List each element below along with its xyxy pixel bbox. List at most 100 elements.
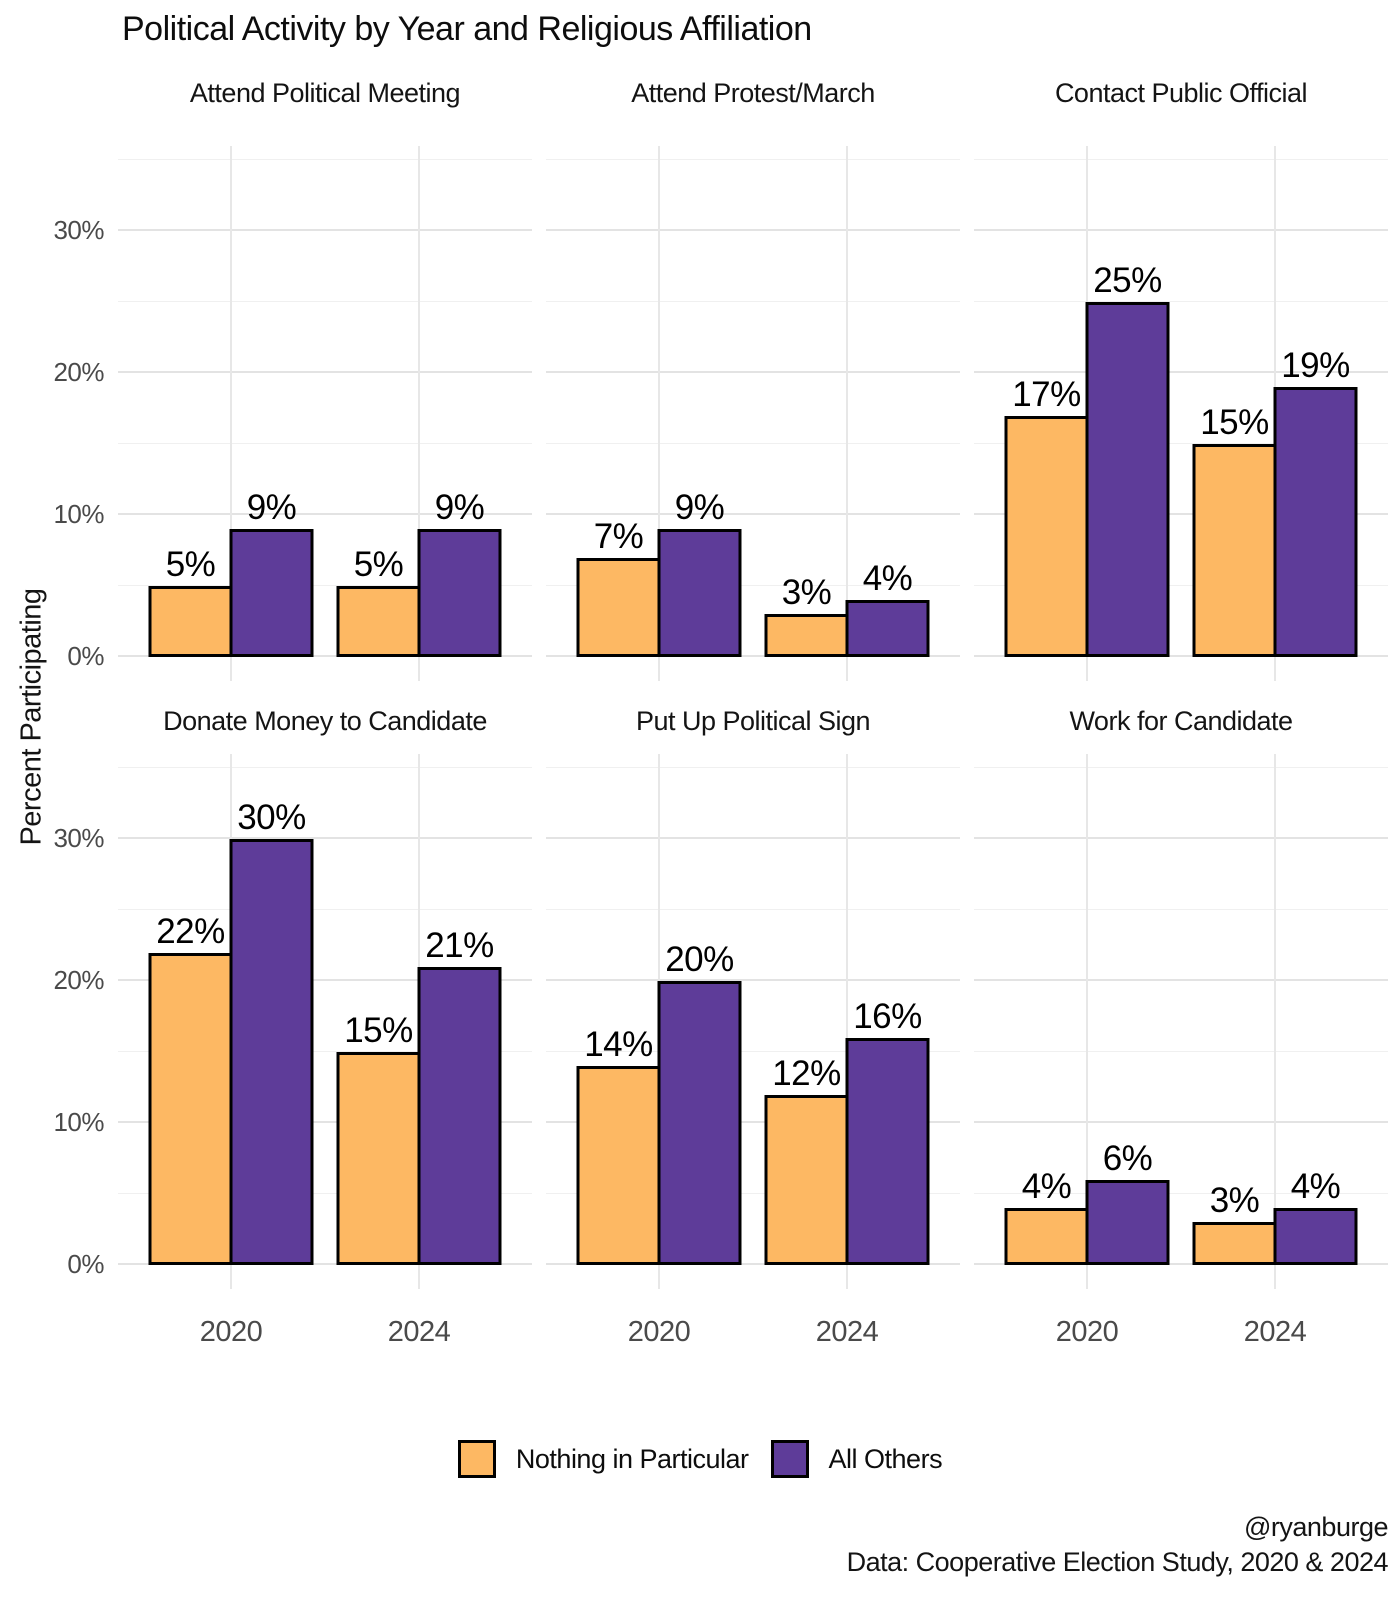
bar-group: 5% 9% [148, 488, 314, 657]
x-tick-label: 2020 [1055, 1316, 1119, 1348]
major-gridline [546, 979, 960, 982]
bar: 7% [576, 517, 661, 657]
minor-gridline [974, 909, 1388, 911]
bar-value-label: 5% [353, 545, 404, 585]
major-gridline [974, 229, 1388, 232]
bar-group: 17% 25% [1004, 261, 1170, 657]
bar-group: 22% 30% [148, 798, 314, 1265]
y-tick-label: 0% [67, 641, 104, 671]
legend: Nothing in Particular All Others [0, 1440, 1400, 1478]
minor-gridline [546, 1051, 960, 1053]
minor-gridline [974, 1051, 1388, 1053]
minor-gridline [546, 767, 960, 769]
minor-gridline [118, 443, 532, 445]
bar: 14% [576, 1025, 661, 1265]
bar-value-label: 6% [1102, 1138, 1153, 1178]
chart-title: Political Activity by Year and Religious… [122, 10, 812, 48]
major-gridline [546, 1263, 960, 1265]
facet-panel: 4% 6% 3% 4% [974, 754, 1388, 1289]
bar: 30% [229, 798, 314, 1265]
bar-group: 14% 20% [576, 940, 742, 1265]
major-gridline [974, 513, 1388, 516]
facet-panel: 5% 9% 5% 9% [118, 146, 532, 681]
bar: 20% [657, 940, 742, 1265]
major-gridline [118, 229, 532, 232]
bar-value-label: 14% [584, 1025, 653, 1065]
bar-value-label: 21% [425, 926, 494, 966]
facet-title: Work for Candidate [1069, 706, 1293, 736]
x-tick-label: 2020 [199, 1316, 263, 1348]
minor-gridline [974, 159, 1388, 161]
legend-label: All Others [828, 1443, 943, 1474]
facet-title: Contact Public Official [1054, 78, 1308, 108]
bar-value-label: 9% [674, 488, 725, 528]
facet-title: Attend Political Meeting [189, 78, 461, 108]
major-gridline [118, 1263, 532, 1265]
bar: 17% [1004, 375, 1089, 657]
legend-label: Nothing in Particular [515, 1443, 749, 1474]
bar-group: 15% 21% [336, 926, 502, 1265]
bar-value-label: 15% [1200, 403, 1269, 443]
minor-gridline [118, 585, 532, 587]
minor-gridline [118, 767, 532, 769]
major-gridline [974, 371, 1388, 374]
minor-gridline [118, 1051, 532, 1053]
major-gridline [974, 1121, 1388, 1124]
bar-value-label: 20% [665, 940, 734, 980]
bar: 15% [336, 1011, 421, 1265]
legend-swatch [457, 1440, 496, 1478]
bar-value-label: 19% [1281, 346, 1350, 386]
major-gridline [546, 371, 960, 374]
bar-value-label: 9% [246, 488, 297, 528]
facet-panel: 7% 9% 3% 4% [546, 146, 960, 681]
bar-group: 3% 4% [764, 559, 930, 657]
major-gridline [118, 655, 532, 657]
bar: 15% [1192, 403, 1277, 657]
y-tick-label: 10% [53, 1107, 104, 1138]
bar: 3% [1192, 1181, 1277, 1265]
bar-value-label: 16% [853, 996, 922, 1036]
minor-gridline [546, 585, 960, 587]
bar-value-label: 15% [344, 1011, 413, 1051]
y-tick-label: 30% [53, 215, 104, 246]
bar-value-label: 4% [1290, 1167, 1341, 1207]
minor-gridline [546, 443, 960, 445]
minor-gridline [974, 301, 1388, 303]
y-tick-label: 30% [53, 823, 104, 854]
caption-source: Data: Cooperative Election Study, 2020 &… [846, 1547, 1389, 1577]
major-gridline [546, 229, 960, 232]
legend-item: Nothing in Particular [457, 1440, 749, 1478]
major-gridline [546, 1121, 960, 1124]
minor-gridline [546, 301, 960, 303]
vertical-gridline [845, 146, 848, 681]
major-gridline [118, 979, 532, 982]
minor-gridline [974, 443, 1388, 445]
facet-title: Put Up Political Sign [635, 706, 871, 736]
minor-gridline [118, 301, 532, 303]
bar-value-label: 12% [772, 1053, 841, 1093]
minor-gridline [118, 159, 532, 161]
major-gridline [546, 655, 960, 657]
bar-value-label: 4% [862, 559, 913, 599]
vertical-gridline [845, 754, 848, 1289]
facet-panel: 22% 30% 15% 21% [118, 754, 532, 1289]
facet-panel: 14% 20% 12% 16% [546, 754, 960, 1289]
x-tick-label: 2024 [815, 1316, 879, 1348]
bar: 4% [1004, 1167, 1089, 1265]
facet-title: Attend Protest/March [631, 78, 875, 108]
minor-gridline [546, 159, 960, 161]
bar: 19% [1273, 346, 1358, 657]
y-tick-label: 20% [53, 357, 104, 388]
bar: 9% [657, 488, 742, 657]
major-gridline [974, 837, 1388, 840]
caption: @ryanburge Data: Cooperative Election St… [846, 1510, 1389, 1580]
major-gridline [118, 371, 532, 374]
vertical-gridline [230, 146, 233, 681]
bar: 3% [764, 573, 849, 657]
y-tick-label: 20% [53, 965, 104, 996]
legend-swatch [770, 1440, 809, 1478]
x-tick-label: 2024 [1243, 1316, 1307, 1348]
y-tick-label: 10% [53, 499, 104, 530]
bar: 4% [845, 559, 930, 657]
